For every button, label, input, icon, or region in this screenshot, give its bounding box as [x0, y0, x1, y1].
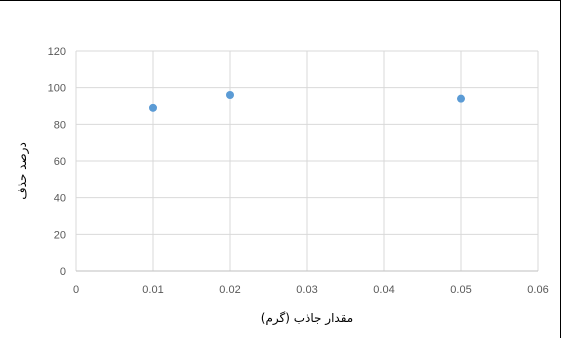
- data-point: [457, 94, 465, 103]
- data-point: [149, 103, 157, 112]
- x-tick-label: 0.04: [373, 284, 394, 296]
- y-tick-label: 20: [54, 229, 66, 241]
- x-tick-label: 0.02: [219, 284, 240, 296]
- y-tick-label: 0: [60, 266, 66, 278]
- x-tick-label: 0.03: [296, 284, 317, 296]
- x-tick-labels: 0 0.01 0.02 0.03 0.04 0.05 0.06: [73, 284, 549, 296]
- y-tick-label: 40: [54, 193, 66, 205]
- y-tick-label: 80: [54, 119, 66, 131]
- grid-lines: [75, 50, 539, 271]
- x-axis-title: مقدار جاذب (گرم): [261, 311, 353, 326]
- y-tick-label: 60: [54, 156, 66, 168]
- x-tick-label: 0: [73, 284, 79, 296]
- y-tick-label: 120: [48, 46, 66, 58]
- y-axis-title: درصد حذف: [15, 142, 30, 200]
- y-tick-label: 100: [48, 83, 66, 95]
- y-tick-labels: 0 20 40 60 80 100 120: [48, 46, 66, 278]
- data-point: [226, 91, 234, 99]
- x-tick-label: 0.06: [527, 284, 548, 296]
- x-tick-label: 0.05: [450, 284, 471, 296]
- x-tick-label: 0.01: [142, 284, 163, 296]
- data-points: [149, 91, 465, 112]
